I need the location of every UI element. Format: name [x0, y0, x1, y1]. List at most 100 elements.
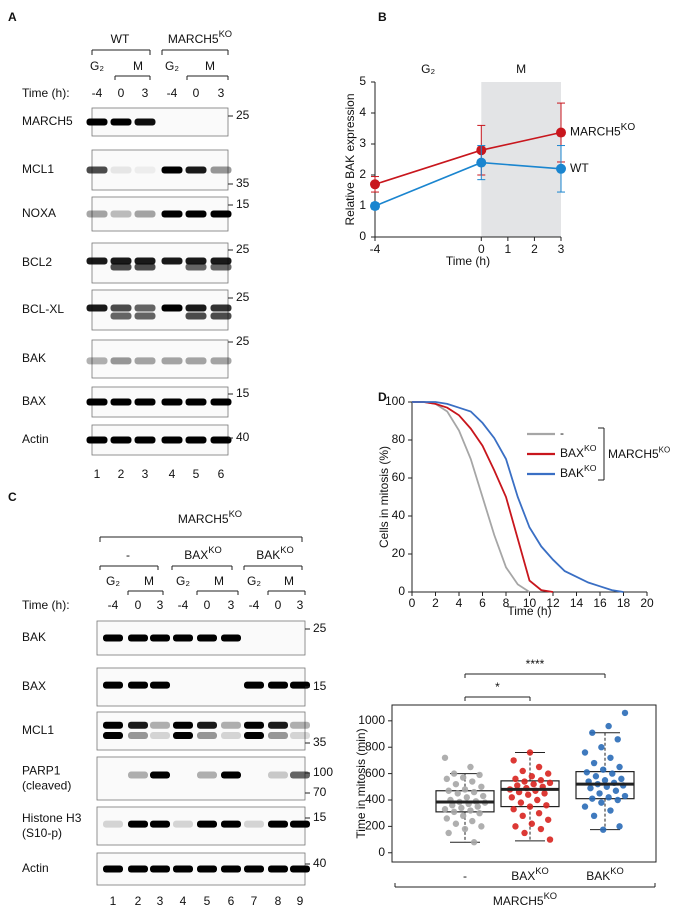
header-label: MARCH5KO	[178, 509, 242, 526]
data-point	[443, 775, 451, 783]
lane-number: 3	[142, 467, 149, 481]
row-label: BAK	[22, 630, 46, 644]
data-point	[512, 775, 519, 783]
blot-band	[173, 721, 193, 729]
x-tick-label: 4	[456, 596, 463, 610]
y-tick-label: 2	[359, 167, 366, 181]
data-point	[599, 826, 607, 833]
blot-band	[197, 820, 217, 828]
data-point	[441, 806, 449, 813]
data-point	[616, 763, 623, 771]
time-value: 0	[204, 598, 211, 612]
y-tick-label: 0	[398, 584, 405, 598]
blot-band	[210, 210, 232, 218]
y-tick-label: 600	[365, 766, 385, 780]
blot-band	[161, 398, 183, 406]
phase-label: G₂	[247, 574, 261, 588]
data-point	[510, 757, 517, 764]
blot-band	[103, 681, 123, 689]
time-value: 0	[275, 598, 282, 612]
y-tick-label: 80	[392, 432, 406, 446]
y-tick-label: 1000	[358, 713, 385, 727]
blot-band	[197, 732, 217, 740]
blot-band	[150, 771, 170, 779]
series-label-text: WT	[570, 161, 589, 175]
blot-band	[110, 166, 132, 174]
mw-label: 15	[236, 197, 250, 211]
data-point	[521, 778, 528, 785]
blot-band	[173, 865, 193, 873]
data-point	[449, 802, 456, 809]
time-label: Time (h):	[22, 598, 70, 612]
blot-band	[128, 634, 148, 642]
blot-band	[161, 257, 183, 265]
legend-label: -	[560, 426, 564, 440]
y-tick-label: 400	[365, 792, 385, 806]
legend-label-text: BAK	[560, 466, 584, 480]
data-point	[543, 802, 550, 809]
blot-band	[197, 771, 217, 779]
data-point	[476, 157, 487, 168]
blot-band	[86, 118, 108, 126]
data-point	[544, 816, 552, 823]
mw-label: 70	[313, 785, 327, 799]
data-point	[524, 791, 532, 798]
category-label-text: -	[463, 869, 467, 883]
row-label: BAX	[22, 394, 46, 408]
blot-band	[128, 681, 148, 689]
data-point	[519, 812, 526, 820]
row-label: BAX	[22, 679, 46, 693]
x-tick-label: 20	[640, 596, 654, 610]
blot-band	[244, 820, 264, 828]
blot-band	[128, 732, 148, 740]
header-label-text: MARCH5	[178, 512, 229, 526]
x-tick-label: 14	[570, 596, 584, 610]
data-point	[514, 782, 521, 789]
data-point	[621, 792, 629, 800]
series-line	[412, 401, 554, 593]
data-point	[461, 786, 469, 793]
lane-number: 4	[180, 894, 187, 908]
row-label: Actin	[22, 861, 49, 875]
group-label: BAXKO	[184, 545, 222, 562]
data-point	[443, 815, 451, 822]
blot-band	[268, 681, 288, 689]
data-point	[478, 783, 485, 790]
blot-band	[103, 865, 123, 873]
blot-band	[221, 732, 241, 740]
data-point	[445, 829, 452, 837]
blot-band	[268, 732, 288, 740]
data-point	[541, 790, 548, 797]
blot-band	[110, 304, 132, 312]
blot-band	[134, 304, 156, 312]
time-value: -4	[108, 598, 119, 612]
blot-band	[210, 398, 232, 406]
data-point	[546, 779, 554, 787]
blot-band	[185, 398, 207, 406]
data-point	[596, 790, 603, 797]
data-point	[537, 777, 545, 784]
data-point	[605, 794, 612, 801]
mw-label: 40	[313, 856, 327, 870]
blot-band	[268, 865, 288, 873]
time-value: 3	[142, 86, 149, 100]
data-point	[528, 773, 536, 780]
data-point	[598, 799, 605, 806]
data-point	[476, 771, 483, 779]
data-point	[454, 790, 461, 797]
mw-label: 15	[313, 679, 327, 693]
data-point	[458, 804, 465, 812]
blot-band	[244, 732, 264, 740]
blot-band	[134, 210, 156, 218]
y-tick-label: 800	[365, 739, 385, 753]
time-value: -4	[92, 86, 103, 100]
x-axis-label: Time (h)	[507, 604, 551, 618]
y-tick-label: 20	[392, 546, 406, 560]
data-point	[463, 794, 471, 801]
group-label-sup: KO	[208, 545, 222, 555]
blot-band	[110, 263, 132, 271]
blot-band	[110, 357, 132, 365]
data-point	[618, 775, 625, 783]
blot-band	[210, 304, 232, 312]
